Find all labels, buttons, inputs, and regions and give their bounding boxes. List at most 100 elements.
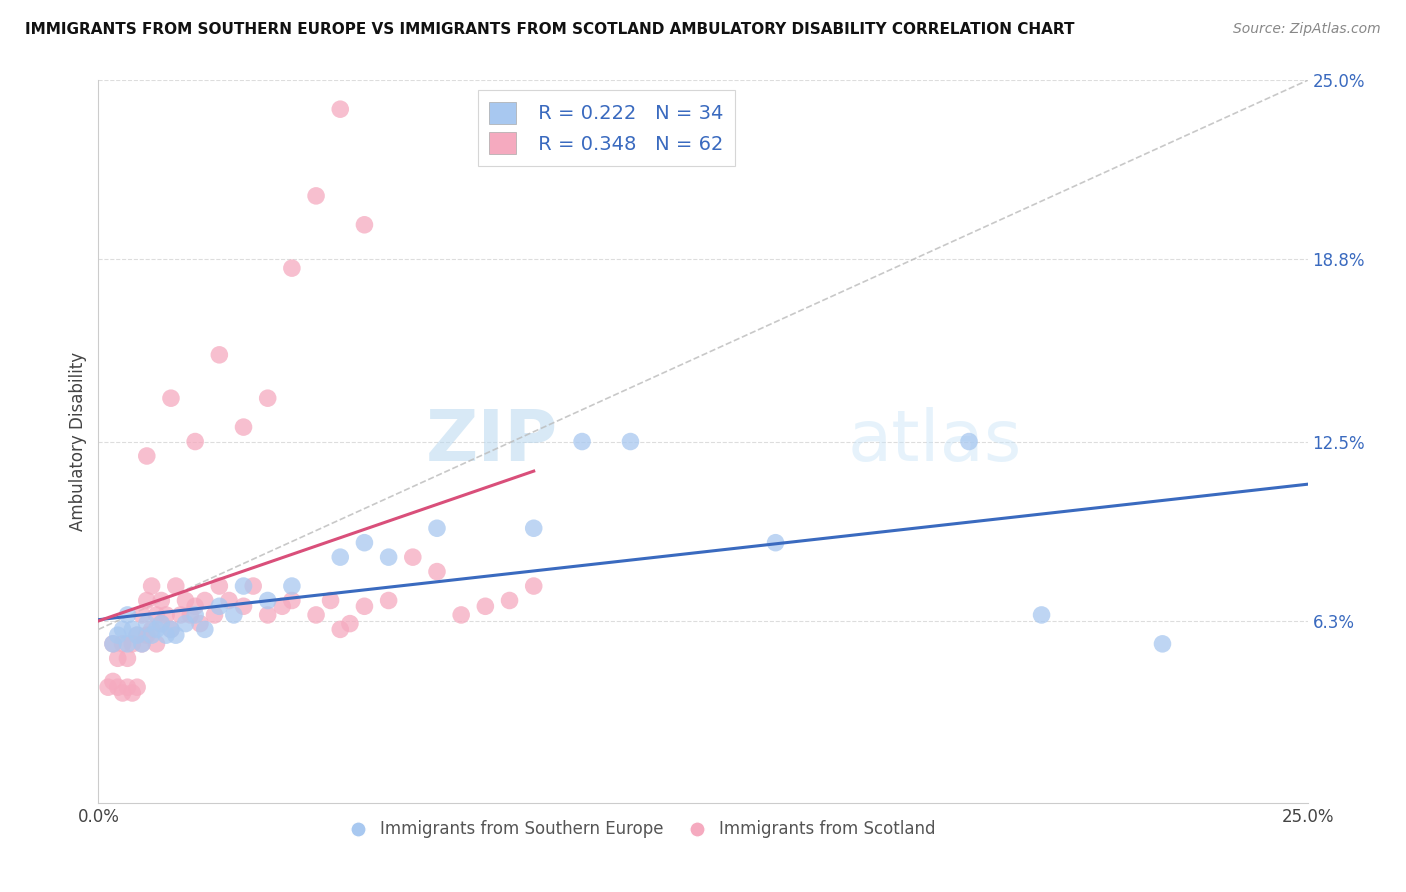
- Point: [169, 607, 191, 622]
- Point: [271, 599, 294, 614]
- Point: [101, 637, 124, 651]
- Point: [141, 579, 163, 593]
- Point: [305, 189, 328, 203]
- Point: [498, 593, 520, 607]
- Point: [160, 623, 183, 637]
- Point: [131, 637, 153, 651]
- Point: [329, 102, 352, 116]
- Point: [281, 579, 304, 593]
- Point: [232, 579, 254, 593]
- Point: [121, 623, 143, 637]
- Point: [145, 607, 167, 622]
- Point: [305, 607, 328, 622]
- Point: [111, 637, 134, 651]
- Point: [765, 535, 787, 549]
- Point: [402, 550, 425, 565]
- Point: [155, 607, 177, 622]
- Point: [127, 628, 149, 642]
- Point: [204, 607, 226, 622]
- Point: [101, 674, 124, 689]
- Point: [135, 593, 157, 607]
- Point: [117, 651, 139, 665]
- Y-axis label: Ambulatory Disability: Ambulatory Disability: [69, 352, 87, 531]
- Point: [107, 628, 129, 642]
- Point: [117, 607, 139, 622]
- Point: [131, 637, 153, 651]
- Point: [155, 628, 177, 642]
- Point: [208, 599, 231, 614]
- Point: [135, 449, 157, 463]
- Point: [232, 599, 254, 614]
- Point: [353, 218, 375, 232]
- Point: [619, 434, 641, 449]
- Point: [329, 550, 352, 565]
- Text: atlas: atlas: [848, 407, 1022, 476]
- Point: [353, 599, 375, 614]
- Point: [165, 628, 187, 642]
- Point: [111, 623, 134, 637]
- Point: [319, 593, 342, 607]
- Point: [222, 607, 245, 622]
- Point: [145, 623, 167, 637]
- Point: [450, 607, 472, 622]
- Point: [101, 637, 124, 651]
- Text: IMMIGRANTS FROM SOUTHERN EUROPE VS IMMIGRANTS FROM SCOTLAND AMBULATORY DISABILIT: IMMIGRANTS FROM SOUTHERN EUROPE VS IMMIG…: [25, 22, 1074, 37]
- Point: [141, 623, 163, 637]
- Point: [523, 521, 546, 535]
- Point: [150, 593, 173, 607]
- Point: [218, 593, 240, 607]
- Point: [145, 637, 167, 651]
- Point: [121, 637, 143, 651]
- Point: [184, 599, 207, 614]
- Point: [160, 623, 183, 637]
- Text: Source: ZipAtlas.com: Source: ZipAtlas.com: [1233, 22, 1381, 37]
- Point: [188, 616, 211, 631]
- Point: [256, 593, 278, 607]
- Point: [377, 593, 399, 607]
- Point: [135, 616, 157, 631]
- Point: [329, 623, 352, 637]
- Point: [353, 535, 375, 549]
- Point: [281, 593, 304, 607]
- Point: [165, 579, 187, 593]
- Point: [194, 593, 217, 607]
- Point: [111, 686, 134, 700]
- Point: [174, 593, 197, 607]
- Point: [426, 565, 449, 579]
- Point: [107, 651, 129, 665]
- Point: [474, 599, 496, 614]
- Point: [523, 579, 546, 593]
- Point: [377, 550, 399, 565]
- Point: [208, 579, 231, 593]
- Point: [127, 680, 149, 694]
- Point: [97, 680, 120, 694]
- Point: [179, 607, 201, 622]
- Point: [232, 420, 254, 434]
- Point: [339, 616, 361, 631]
- Point: [208, 348, 231, 362]
- Point: [194, 623, 217, 637]
- Point: [184, 607, 207, 622]
- Point: [135, 628, 157, 642]
- Point: [117, 680, 139, 694]
- Point: [957, 434, 980, 449]
- Point: [184, 434, 207, 449]
- Point: [1031, 607, 1053, 622]
- Point: [150, 616, 173, 631]
- Point: [141, 628, 163, 642]
- Point: [131, 607, 153, 622]
- Point: [281, 261, 304, 276]
- Point: [150, 616, 173, 631]
- Point: [160, 391, 183, 405]
- Point: [242, 579, 264, 593]
- Point: [426, 521, 449, 535]
- Point: [174, 616, 197, 631]
- Legend: Immigrants from Southern Europe, Immigrants from Scotland: Immigrants from Southern Europe, Immigra…: [343, 814, 942, 845]
- Point: [127, 628, 149, 642]
- Point: [256, 607, 278, 622]
- Point: [121, 686, 143, 700]
- Point: [1152, 637, 1174, 651]
- Point: [571, 434, 593, 449]
- Point: [117, 637, 139, 651]
- Point: [107, 680, 129, 694]
